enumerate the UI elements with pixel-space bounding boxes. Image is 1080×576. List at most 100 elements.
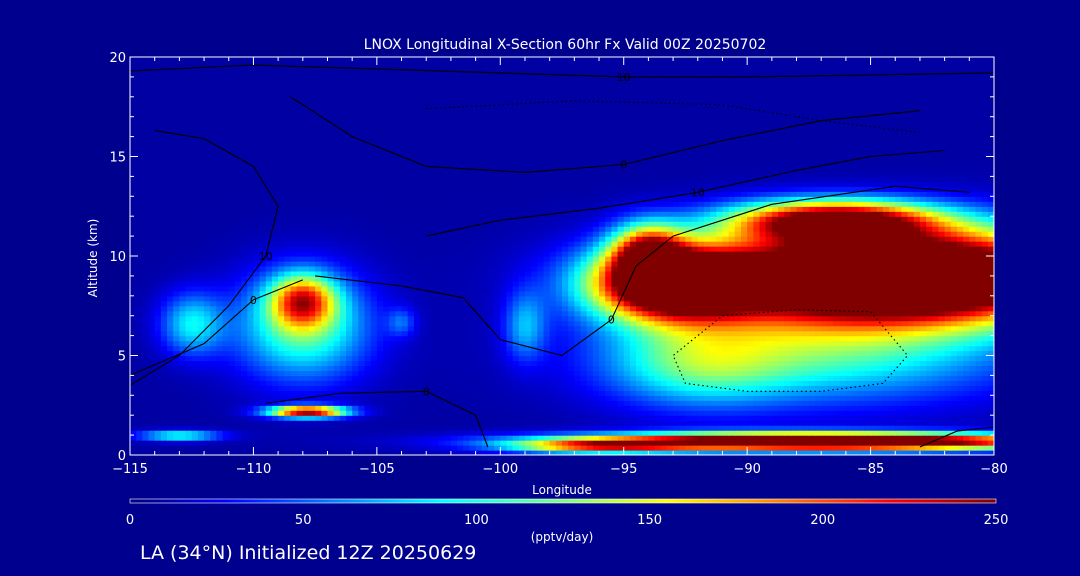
heatmap-cell	[728, 420, 736, 426]
heatmap-cell	[599, 375, 606, 381]
heatmap-cell	[956, 420, 964, 426]
heatmap-cell	[179, 320, 187, 327]
heatmap-cell	[864, 295, 872, 302]
heatmap-cell	[808, 280, 816, 287]
heatmap-cell	[308, 390, 316, 396]
heatmap-cell	[450, 305, 458, 312]
heatmap-cell	[981, 320, 989, 327]
heatmap-cell	[413, 345, 421, 352]
heatmap-cell	[136, 440, 143, 446]
heatmap-cell	[259, 400, 267, 406]
heatmap-cell	[370, 430, 378, 436]
heatmap-cell	[327, 300, 335, 307]
heatmap-cell	[543, 425, 551, 431]
heatmap-cell	[512, 385, 520, 391]
heatmap-cell	[376, 350, 384, 357]
heatmap-cell	[346, 335, 353, 342]
heatmap-cell	[673, 415, 680, 421]
heatmap-cell	[697, 380, 705, 386]
heatmap-cell	[333, 345, 341, 352]
heatmap-cell	[389, 365, 396, 372]
heatmap-cell	[889, 405, 896, 411]
heatmap-cell	[574, 435, 582, 441]
heatmap-cell	[950, 425, 958, 431]
heatmap-cell	[938, 410, 946, 416]
heatmap-cell	[518, 360, 526, 367]
heatmap-cell	[629, 410, 637, 416]
heatmap-cell	[142, 275, 150, 282]
heatmap-cell	[821, 410, 828, 416]
heatmap-cell	[500, 285, 508, 292]
heatmap-cell	[827, 325, 835, 332]
heatmap-cell	[413, 410, 421, 416]
heatmap-cell	[802, 360, 810, 367]
heatmap-cell	[796, 425, 804, 431]
heatmap-cell	[518, 280, 526, 287]
heatmap-cell	[716, 350, 724, 357]
heatmap-cell	[605, 370, 612, 376]
heatmap-cell	[241, 415, 248, 421]
heatmap-cell	[876, 440, 884, 446]
heatmap-cell	[889, 375, 896, 381]
heatmap-cell	[185, 370, 193, 376]
heatmap-cell	[907, 435, 915, 441]
heatmap-cell	[413, 420, 421, 426]
heatmap-cell	[821, 420, 828, 426]
heatmap-cell	[549, 335, 557, 342]
heatmap-cell	[296, 405, 304, 411]
heatmap-cell	[574, 320, 582, 327]
heatmap-cell	[876, 385, 884, 391]
heatmap-cell	[919, 370, 927, 376]
heatmap-cell	[660, 335, 668, 342]
heatmap-cell	[599, 450, 606, 455]
heatmap-cell	[697, 370, 705, 376]
heatmap-cell	[605, 330, 612, 337]
heatmap-cell	[784, 300, 791, 307]
heatmap-cell	[315, 395, 322, 401]
heatmap-cell	[228, 345, 236, 352]
heatmap-cell	[722, 305, 730, 312]
heatmap-cell	[778, 360, 785, 367]
heatmap-cell	[568, 330, 575, 337]
heatmap-cell	[234, 315, 242, 322]
heatmap-cell	[716, 330, 724, 337]
heatmap-cell	[339, 310, 347, 317]
heatmap-cell	[278, 300, 285, 307]
heatmap-cell	[660, 330, 668, 337]
heatmap-cell	[864, 375, 872, 381]
heatmap-cell	[487, 345, 495, 352]
heatmap-cell	[932, 320, 940, 327]
heatmap-cell	[253, 315, 261, 322]
heatmap-cell	[383, 370, 390, 376]
heatmap-cell	[919, 445, 927, 451]
heatmap-cell	[259, 385, 267, 391]
heatmap-cell	[216, 290, 224, 297]
heatmap-cell	[716, 310, 724, 317]
heatmap-cell	[778, 445, 785, 451]
heatmap-cell	[815, 350, 822, 357]
heatmap-cell	[278, 380, 285, 386]
heatmap-cell	[629, 340, 637, 347]
heatmap-cell	[278, 275, 285, 282]
heatmap-cell	[975, 375, 983, 381]
heatmap-cell	[524, 385, 532, 391]
heatmap-cell	[290, 340, 298, 347]
heatmap-cell	[722, 365, 730, 372]
heatmap-cell	[204, 365, 211, 372]
heatmap-cell	[716, 275, 724, 282]
heatmap-cell	[469, 445, 477, 451]
heatmap-cell	[364, 330, 372, 337]
heatmap-cell	[580, 335, 588, 342]
heatmap-cell	[932, 290, 940, 297]
heatmap-cell	[562, 445, 569, 451]
heatmap-cell	[710, 375, 717, 381]
heatmap-cell	[234, 340, 242, 347]
heatmap-cell	[642, 360, 649, 367]
heatmap-cell	[271, 420, 279, 426]
heatmap-cell	[778, 420, 785, 426]
heatmap-cell	[364, 425, 372, 431]
heatmap-cell	[599, 320, 606, 327]
heatmap-cell	[944, 330, 952, 337]
heatmap-cell	[679, 295, 687, 302]
heatmap-cell	[987, 400, 994, 406]
